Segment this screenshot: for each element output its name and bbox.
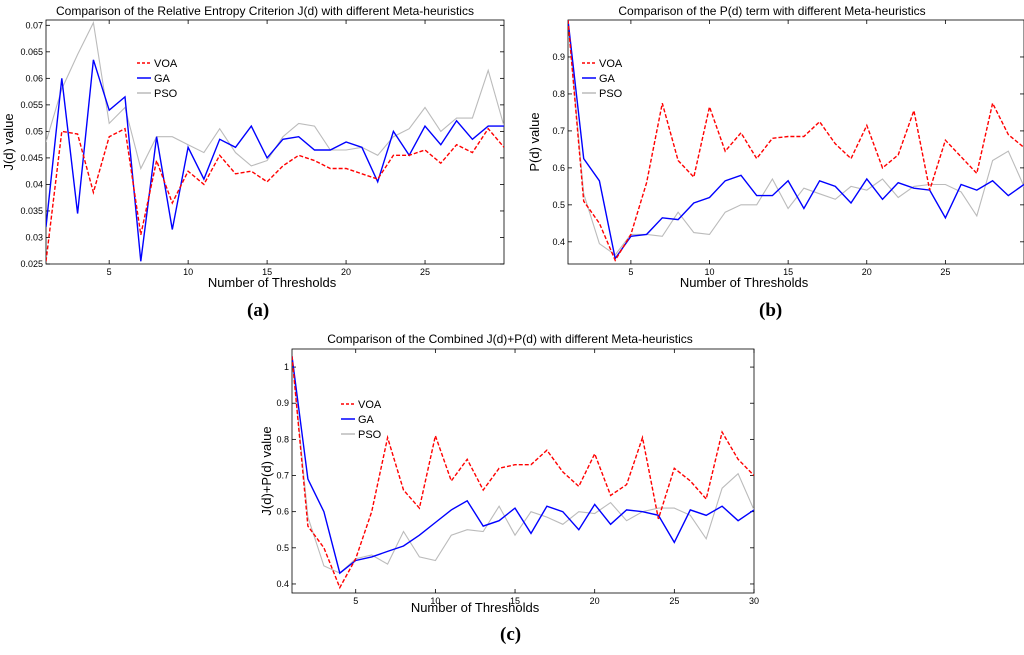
y-tick-label: 0.9 xyxy=(552,52,565,62)
x-tick-label: 20 xyxy=(590,596,600,606)
y-axis-label: J(d)+P(d) value xyxy=(259,426,274,515)
x-tick-label: 25 xyxy=(669,596,679,606)
y-tick-label: 0.03 xyxy=(25,232,43,242)
chart-svg-a: Comparison of the Relative Entropy Crite… xyxy=(1,4,505,290)
legend-label-ga: GA xyxy=(599,73,616,85)
x-tick-label: 5 xyxy=(353,596,358,606)
chart-panel-b: Comparison of the P(d) term with differe… xyxy=(512,0,1024,300)
series-line-pso xyxy=(292,356,754,574)
series-line-ga xyxy=(292,356,754,575)
chart-title: Comparison of the P(d) term with differe… xyxy=(618,4,925,18)
y-tick-label: 0.7 xyxy=(552,126,565,136)
y-tick-label: 0.9 xyxy=(276,398,289,408)
figure-label-a: (a) xyxy=(247,300,270,321)
series-line-ga xyxy=(46,59,504,262)
series-line-voa xyxy=(292,356,754,590)
y-tick-label: 0.05 xyxy=(25,126,43,136)
x-axis-label: Number of Thresholds xyxy=(411,600,540,615)
y-tick-label: 0.5 xyxy=(276,543,289,553)
series-line-voa xyxy=(46,127,504,262)
y-axis-label: J(d) value xyxy=(1,113,16,170)
legend-label-pso: PSO xyxy=(154,88,178,100)
x-tick-label: 20 xyxy=(341,267,351,277)
y-tick-label: 0.035 xyxy=(20,206,43,216)
plot-area xyxy=(45,19,505,265)
x-tick-label: 25 xyxy=(940,267,950,277)
x-tick-label: 15 xyxy=(510,596,520,606)
figure-label-c: (c) xyxy=(500,624,522,645)
chart-panel-a: Comparison of the Relative Entropy Crite… xyxy=(0,0,512,300)
y-tick-label: 0.07 xyxy=(25,20,43,30)
y-tick-label: 0.8 xyxy=(276,434,289,444)
plot-area xyxy=(291,348,755,594)
y-tick-label: 0.7 xyxy=(276,471,289,481)
x-axis-label: Number of Thresholds xyxy=(208,275,337,290)
y-tick-label: 0.06 xyxy=(25,73,43,83)
y-tick-label: 1 xyxy=(284,362,289,372)
x-tick-label: 15 xyxy=(783,267,793,277)
x-tick-label: 10 xyxy=(705,267,715,277)
y-tick-label: 0.055 xyxy=(20,100,43,110)
y-tick-label: 0.6 xyxy=(276,507,289,517)
legend-label-voa: VOA xyxy=(599,58,623,70)
legend-label-pso: PSO xyxy=(358,429,382,441)
series-line-ga xyxy=(568,20,1024,261)
chart-svg-c: Comparison of the Combined J(d)+P(d) wit… xyxy=(259,332,759,615)
y-tick-label: 0.4 xyxy=(552,237,565,247)
x-tick-label: 5 xyxy=(628,267,633,277)
y-tick-label: 0.8 xyxy=(552,89,565,99)
y-tick-label: 0.045 xyxy=(20,153,43,163)
legend-label-pso: PSO xyxy=(599,88,623,100)
y-tick-label: 0.4 xyxy=(276,579,289,589)
x-tick-label: 5 xyxy=(107,267,112,277)
series-line-voa xyxy=(568,20,1024,262)
x-tick-label: 10 xyxy=(183,267,193,277)
plot-area xyxy=(567,19,1024,265)
x-tick-label: 10 xyxy=(430,596,440,606)
figure-label-b: (b) xyxy=(759,300,783,321)
y-tick-label: 0.04 xyxy=(25,179,43,189)
x-tick-label: 25 xyxy=(420,267,430,277)
chart-title: Comparison of the Combined J(d)+P(d) wit… xyxy=(327,332,693,346)
legend-label-voa: VOA xyxy=(154,58,178,70)
y-tick-label: 0.025 xyxy=(20,259,43,269)
x-tick-label: 15 xyxy=(262,267,272,277)
y-tick-label: 0.5 xyxy=(552,200,565,210)
y-axis-label: P(d) value xyxy=(527,112,542,171)
legend-label-ga: GA xyxy=(358,414,375,426)
legend-label-ga: GA xyxy=(154,73,171,85)
x-axis-label: Number of Thresholds xyxy=(680,275,809,290)
x-tick-label: 30 xyxy=(749,596,759,606)
y-tick-label: 0.6 xyxy=(552,163,565,173)
chart-title: Comparison of the Relative Entropy Crite… xyxy=(56,4,474,18)
chart-panel-c: Comparison of the Combined J(d)+P(d) wit… xyxy=(248,327,776,623)
chart-svg-b: Comparison of the P(d) term with differe… xyxy=(527,4,1024,290)
legend-label-voa: VOA xyxy=(358,399,382,411)
y-tick-label: 0.065 xyxy=(20,47,43,57)
x-tick-label: 20 xyxy=(862,267,872,277)
